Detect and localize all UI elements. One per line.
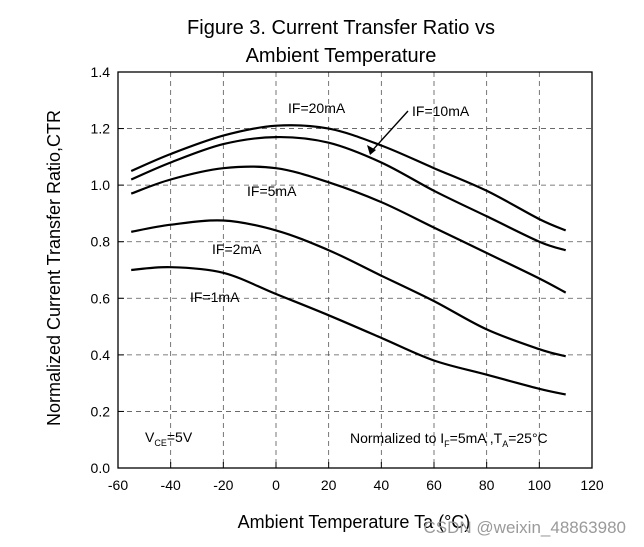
series-line-if-1ma [131, 266, 566, 396]
series-line-if-5ma [130, 165, 567, 294]
x-tick-label: 120 [580, 477, 604, 493]
y-tick-label: 0.4 [91, 347, 111, 363]
x-tick-label: 40 [374, 477, 390, 493]
if10-leader-line [369, 110, 409, 154]
series-label-if10: IF=10mA [412, 103, 470, 119]
y-tick-label: 1.2 [91, 121, 111, 137]
vce-main: V [145, 429, 155, 445]
norm-suffix: =25°C [508, 430, 547, 446]
x-tick-label: 20 [321, 477, 337, 493]
series-label-if5: IF=5mA [247, 183, 297, 199]
vce-rest: =5V [167, 429, 193, 445]
if10-arrowhead [367, 145, 376, 155]
norm-sub1: F [444, 439, 450, 449]
chart-title-line-2: Ambient Temperature [246, 45, 437, 67]
x-tick-label: -20 [213, 477, 233, 493]
x-tick-labels: -60 -40 -20 0 20 40 60 80 100 120 [108, 477, 604, 493]
y-tick-label: 0.2 [91, 403, 111, 419]
x-tick-label: -60 [108, 477, 128, 493]
y-tick-labels: 0.0 0.2 0.4 0.6 0.8 1.0 1.2 1.4 [91, 64, 111, 476]
series-label-if20: IF=20mA [288, 100, 346, 116]
grid [118, 72, 592, 468]
series-label-if1: IF=1mA [190, 289, 240, 305]
y-tick-label: 0.0 [91, 460, 111, 476]
y-tick-label: 0.6 [91, 290, 111, 306]
vce-sub: CE [154, 438, 167, 448]
y-tick-label: 0.8 [91, 234, 111, 250]
y-axis-title: Normalized Current Transfer Ratio,CTR [44, 110, 64, 426]
tick-marks [117, 71, 593, 469]
norm-mid: =5mA ,T [450, 430, 503, 446]
y-tick-label: 1.0 [91, 177, 111, 193]
series-line-if-20ma [130, 124, 567, 232]
x-tick-label: 100 [528, 477, 552, 493]
series-line-if-10ma [130, 135, 567, 252]
y-tick-label: 1.4 [91, 64, 111, 80]
normalized-annotation: Normalized to IF=5mA ,TA=25°C [350, 430, 548, 449]
series-lines [130, 124, 567, 396]
chart-title-line-1: Figure 3. Current Transfer Ratio vs [187, 17, 495, 39]
series-label-if2: IF=2mA [212, 241, 262, 257]
norm-prefix: Normalized to I [350, 430, 444, 446]
x-tick-label: 60 [426, 477, 442, 493]
x-tick-label: 80 [479, 477, 495, 493]
vce-annotation: VCE=5V [145, 429, 193, 448]
x-axis-title: Ambient Temperature Ta (°C) [238, 512, 471, 532]
watermark: CSDN @weixin_48863980 [424, 518, 626, 537]
series-line-if-2ma [131, 219, 566, 358]
plot-frame [117, 71, 593, 469]
norm-sub2: A [502, 439, 508, 449]
x-tick-label: -40 [161, 477, 181, 493]
x-tick-label: 0 [272, 477, 280, 493]
